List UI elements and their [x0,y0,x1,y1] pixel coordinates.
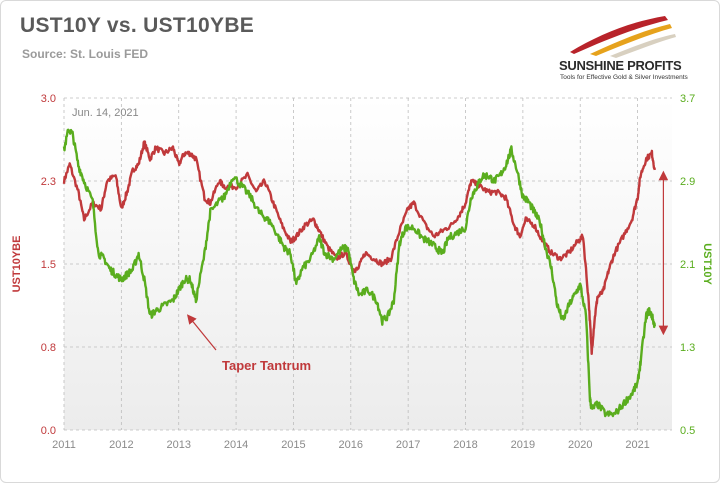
x-tick-label: 2021 [625,439,649,451]
right-tick-label: 3.7 [680,93,695,105]
x-tick-label: 2019 [511,439,535,451]
left-tick-label: 0.0 [41,425,56,437]
right-tick-label: 2.9 [680,176,695,188]
chart-source: Source: St. Louis FED [22,47,149,61]
taper-tantrum-arrow [186,314,217,351]
logo-tagline: Tools for Effective Gold & Silver Invest… [560,74,688,81]
left-tick-label: 3.0 [41,93,56,105]
x-tick-label: 2012 [109,439,133,451]
x-tick-label: 2014 [224,439,248,451]
logo-swoosh-icon [570,16,676,58]
right-tick-label: 1.3 [680,342,695,354]
sunshine-profits-logo: SUNSHINE PROFITS Tools for Effective Gol… [550,14,710,84]
series-layer [62,128,656,418]
left-axis-ticks: 0.0 0.8 1.5 2.3 3.0 [41,93,56,437]
right-tick-label: 0.5 [680,425,695,437]
left-axis-title: UST10YBE [11,236,23,293]
x-tick-label: 2018 [453,439,477,451]
x-tick-label: 2020 [568,439,592,451]
x-tick-label: 2016 [339,439,363,451]
x-tick-label: 2015 [281,439,305,451]
logo-name: SUNSHINE PROFITS [559,58,682,73]
x-tick-label: 2017 [396,439,420,451]
date-label: Jun. 14, 2021 [72,107,139,119]
left-tick-label: 2.3 [41,176,56,188]
left-tick-label: 1.5 [41,259,56,271]
series-line-ust10ybe [62,140,656,355]
left-tick-label: 0.8 [41,342,56,354]
chart-title: UST10Y vs. UST10YBE [20,14,255,37]
x-tick-label: 2011 [52,439,76,451]
taper-tantrum-label: Taper Tantrum [222,358,311,373]
series-line-ust10y [62,128,656,418]
right-axis-ticks: 0.5 1.3 2.1 2.9 3.7 [680,93,695,437]
x-axis-ticks: 2011 2012 2013 2014 2015 2016 2017 2018 2019 2020… [52,439,650,451]
right-axis-title: UST10Y [701,243,713,285]
right-tick-label: 2.1 [680,259,695,271]
x-tick-label: 2013 [166,439,190,451]
